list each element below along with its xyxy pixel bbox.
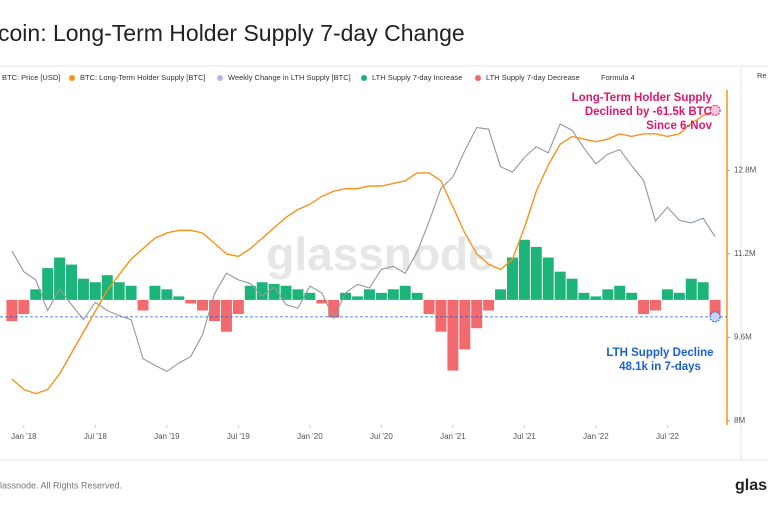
- chart-title: coin: Long-Term Holder Supply 7-day Chan…: [0, 20, 465, 46]
- x-tick-label: Jan '20: [297, 432, 323, 441]
- change-bar: [197, 299, 209, 311]
- change-bar: [399, 285, 411, 300]
- change-bar: [638, 299, 650, 315]
- change-bar: [459, 299, 471, 350]
- change-bar: [316, 299, 328, 304]
- change-bar: [340, 292, 352, 300]
- legend-label: BTC: Long-Term Holder Supply [BTC]: [80, 73, 205, 82]
- change-bar: [101, 275, 113, 300]
- change-bar: [363, 289, 375, 300]
- change-bar: [518, 239, 530, 300]
- legend-dot: [361, 75, 367, 81]
- decline-marker: [709, 311, 721, 323]
- x-tick-label: Jan '22: [583, 432, 609, 441]
- footer-text: lassnode. All Rights Reserved.: [0, 480, 122, 490]
- change-bar: [209, 299, 221, 322]
- y2-tick-label: 12.8M: [734, 165, 757, 174]
- change-bar: [268, 284, 280, 300]
- change-bar: [232, 299, 244, 315]
- legend-dot: [69, 75, 75, 81]
- legend-label: LTH Supply 7-day Increase: [372, 73, 462, 82]
- annotation: Long-Term Holder Supply: [572, 92, 713, 104]
- change-bar: [423, 299, 435, 315]
- side-panel-label: Re: [757, 71, 767, 80]
- x-tick-label: Jul '22: [656, 432, 679, 441]
- change-bar: [220, 299, 232, 332]
- change-bar: [673, 292, 685, 300]
- logo: glass: [735, 477, 768, 494]
- annotation: LTH Supply Decline: [606, 347, 713, 359]
- series-line: [11, 109, 716, 395]
- change-bar: [614, 285, 626, 300]
- change-bar: [173, 296, 185, 300]
- change-bar: [18, 299, 30, 315]
- y2-tick-label: 11.2M: [734, 249, 756, 258]
- x-tick-label: Jul '20: [370, 432, 393, 441]
- change-bar: [483, 299, 495, 311]
- legend-label: Formula 4: [601, 73, 635, 82]
- change-bar: [387, 289, 399, 300]
- x-tick-label: Jul '21: [513, 432, 536, 441]
- change-bar: [125, 285, 137, 300]
- change-bar: [375, 292, 387, 300]
- legend-label: BTC: Price [USD]: [2, 73, 60, 82]
- change-bar: [292, 289, 304, 300]
- x-tick-label: Jan '19: [154, 432, 180, 441]
- legend-dot: [475, 75, 481, 81]
- change-bar: [304, 292, 316, 300]
- change-bar: [6, 299, 18, 322]
- change-bar: [590, 296, 602, 300]
- change-bar: [256, 282, 268, 300]
- annotation: Declined by -61.5k BTC: [585, 106, 712, 118]
- change-bar: [113, 282, 125, 300]
- change-bar: [54, 257, 66, 300]
- change-bar: [554, 271, 566, 300]
- legend-label: LTH Supply 7-day Decrease: [486, 73, 580, 82]
- change-bar: [566, 278, 578, 300]
- change-bar: [709, 299, 721, 317]
- series-line: [11, 123, 716, 373]
- x-tick-label: Jan '21: [440, 432, 466, 441]
- change-bar: [30, 289, 42, 300]
- change-bar: [137, 299, 149, 311]
- change-bar: [530, 246, 542, 300]
- change-bar: [661, 289, 673, 300]
- change-bar: [542, 257, 554, 300]
- supply-marker: [709, 104, 721, 116]
- x-tick-label: Jul '18: [84, 432, 107, 441]
- change-bar: [161, 289, 173, 300]
- change-bar: [578, 292, 590, 300]
- x-tick-label: Jan '18: [11, 432, 37, 441]
- change-bar: [626, 292, 638, 300]
- change-bar: [66, 264, 77, 300]
- legend-dot: [217, 75, 223, 81]
- change-bar: [697, 282, 709, 300]
- y2-tick-label: 9.6M: [734, 332, 752, 341]
- change-bar: [447, 299, 459, 371]
- change-bar: [89, 282, 101, 300]
- change-bar: [149, 285, 161, 300]
- change-bar: [185, 299, 197, 304]
- change-bar: [650, 299, 661, 311]
- change-bar: [328, 299, 340, 318]
- change-bar: [506, 257, 518, 300]
- x-tick-label: Jul '19: [227, 432, 250, 441]
- change-bar: [244, 285, 256, 300]
- y2-tick-label: 8M: [734, 416, 745, 425]
- change-bar: [685, 278, 697, 300]
- change-bar: [495, 289, 507, 300]
- change-bar: [352, 296, 364, 300]
- change-bar: [471, 299, 483, 329]
- change-bar: [280, 285, 292, 300]
- change-bar: [602, 289, 614, 300]
- change-bar: [77, 278, 89, 300]
- legend-label: Weekly Change in LTH Supply [BTC]: [228, 73, 351, 82]
- change-bar: [42, 268, 54, 300]
- change-bar: [435, 299, 447, 332]
- annotation: 48.1k in 7-days: [619, 361, 701, 373]
- annotation: Since 6-Nov: [646, 120, 712, 132]
- change-bar: [411, 292, 423, 300]
